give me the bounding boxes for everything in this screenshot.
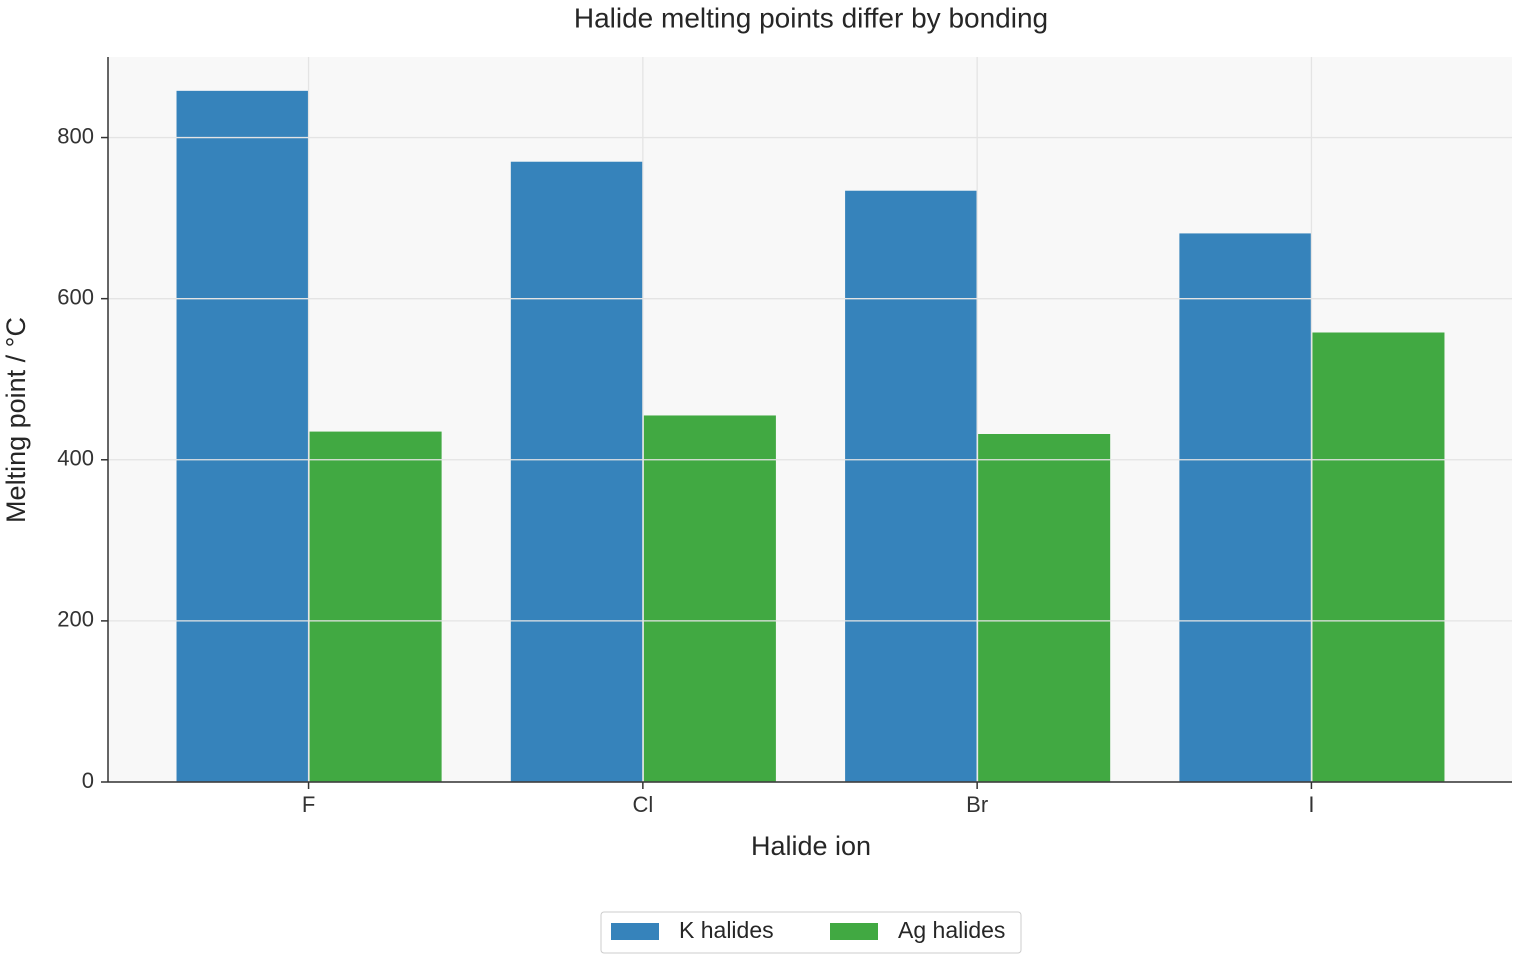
legend-label: K halides <box>679 917 774 943</box>
legend-swatch <box>611 923 659 940</box>
legend-swatch <box>830 923 878 940</box>
legend-label: Ag halides <box>898 917 1005 943</box>
y-tick-label: 0 <box>82 768 94 793</box>
x-tick-label: Br <box>966 792 988 817</box>
legend-box <box>600 911 1022 954</box>
x-tick-label: Cl <box>632 792 653 817</box>
x-axis-label: Halide ion <box>751 831 871 861</box>
y-axis-label: Melting point / °C <box>1 317 31 523</box>
bar <box>643 415 776 782</box>
chart-title: Halide melting points differ by bonding <box>574 2 1048 33</box>
y-tick-label: 200 <box>57 607 94 632</box>
bar <box>1312 332 1445 782</box>
bar <box>309 431 442 782</box>
y-tick-label: 600 <box>57 284 94 309</box>
bar <box>978 434 1111 782</box>
x-tick-label: I <box>1308 792 1314 817</box>
x-tick-label: F <box>302 792 315 817</box>
bar <box>1179 233 1312 782</box>
bar <box>510 161 643 782</box>
y-tick-label: 800 <box>57 123 94 148</box>
y-tick-label: 400 <box>57 446 94 471</box>
bar <box>176 90 309 783</box>
bar <box>845 190 978 782</box>
